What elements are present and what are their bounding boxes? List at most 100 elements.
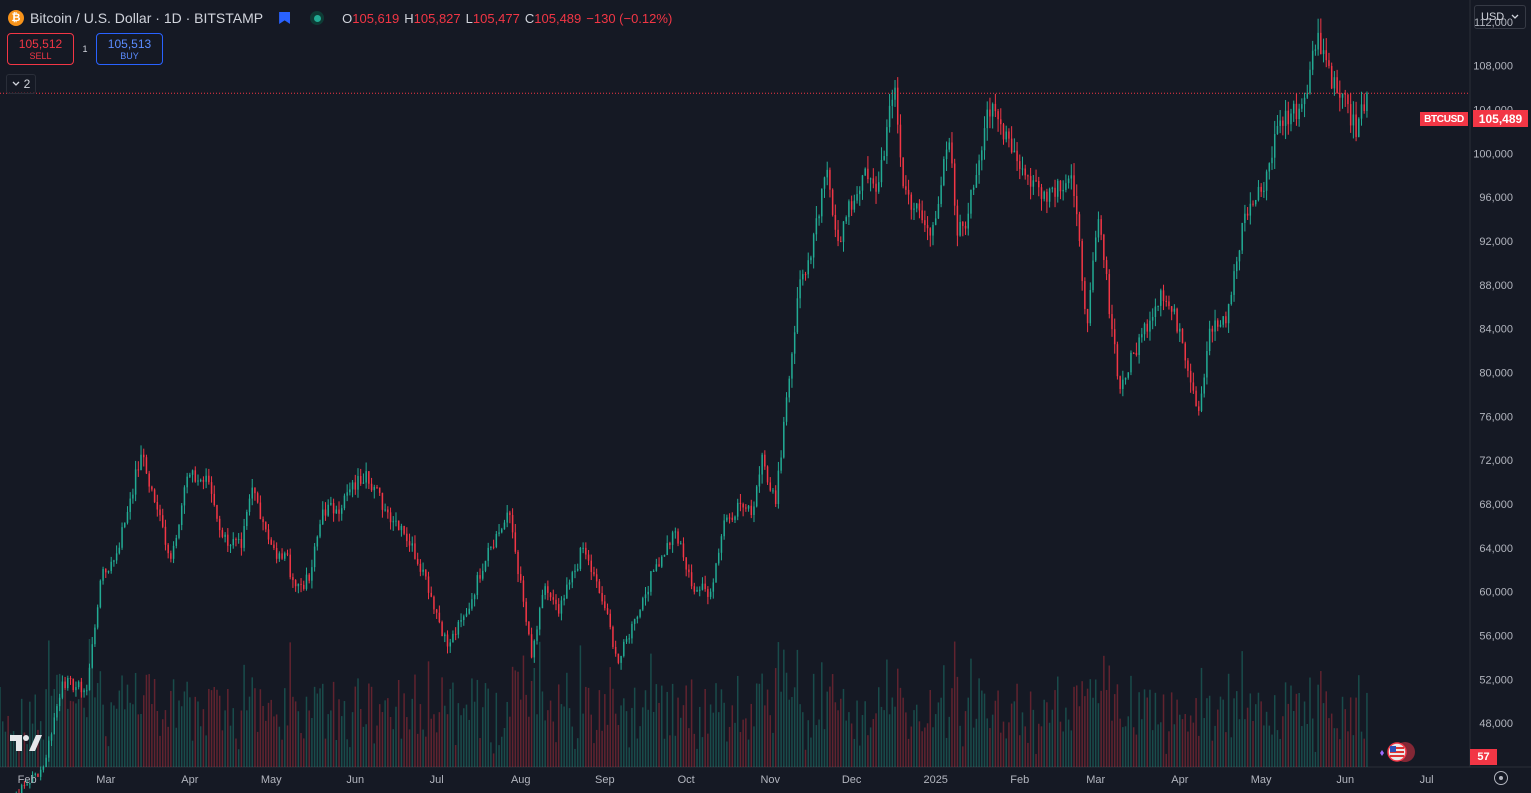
volume-bar bbox=[210, 690, 213, 767]
candle-body bbox=[1070, 175, 1073, 179]
candle-body bbox=[1287, 110, 1290, 125]
candle-body bbox=[522, 580, 525, 602]
volume-bar bbox=[1103, 655, 1105, 767]
candle-body bbox=[208, 475, 210, 483]
market-status-icon[interactable] bbox=[310, 11, 325, 25]
candle-body bbox=[544, 586, 546, 595]
candle-body bbox=[555, 599, 557, 605]
candle-body bbox=[853, 200, 856, 210]
candle-body bbox=[945, 149, 948, 160]
candle-body bbox=[61, 681, 64, 698]
candle-body bbox=[422, 569, 424, 572]
volume-bar bbox=[395, 706, 397, 767]
candle-body bbox=[457, 621, 460, 635]
volume-bar bbox=[1143, 689, 1146, 767]
tradingview-logo[interactable] bbox=[10, 735, 42, 753]
volume-bar bbox=[216, 689, 218, 767]
volume-bar bbox=[1089, 679, 1092, 767]
volume-bar bbox=[1355, 697, 1357, 767]
candle-body bbox=[254, 487, 256, 494]
volume-bar bbox=[680, 717, 682, 767]
volume-bar bbox=[1054, 690, 1056, 767]
volume-bar bbox=[1065, 707, 1067, 767]
volume-bar bbox=[571, 726, 574, 767]
volume-bar bbox=[50, 695, 53, 767]
candle-body bbox=[1089, 290, 1092, 324]
volume-bar bbox=[880, 706, 883, 767]
volume-bar bbox=[856, 700, 858, 767]
volume-bar bbox=[305, 696, 308, 767]
candle-body bbox=[731, 517, 734, 520]
candle-body bbox=[913, 208, 915, 210]
candle-body bbox=[1295, 103, 1298, 120]
candle-body bbox=[682, 543, 685, 558]
candle-body bbox=[658, 564, 660, 567]
volume-bar bbox=[1005, 738, 1007, 767]
candle-body bbox=[609, 613, 611, 628]
candle-body bbox=[349, 489, 351, 493]
volume-bar bbox=[1130, 675, 1132, 767]
volume-bar bbox=[349, 747, 351, 767]
volume-bar bbox=[134, 672, 137, 767]
volume-bar bbox=[1284, 682, 1287, 767]
candlestick-series bbox=[15, 18, 1368, 793]
symbol-title[interactable]: Bitcoin / U.S. Dollar · 1D · BITSTAMP bbox=[30, 10, 264, 26]
flag-icon[interactable] bbox=[279, 12, 291, 24]
sell-button[interactable]: 105,512 SELL bbox=[7, 33, 74, 65]
candle-body bbox=[1124, 377, 1127, 380]
candle-body bbox=[132, 494, 134, 499]
volume-bar bbox=[736, 675, 739, 767]
candle-body bbox=[151, 486, 153, 490]
volume-bar bbox=[1292, 710, 1295, 767]
volume-bar bbox=[248, 696, 251, 767]
volume-bar bbox=[45, 689, 47, 767]
volume-bar bbox=[815, 725, 818, 767]
volume-bar bbox=[107, 746, 110, 767]
volume-bar bbox=[761, 673, 763, 767]
volume-bar bbox=[1157, 724, 1159, 767]
candle-body bbox=[1349, 104, 1352, 126]
news-flag-icon[interactable] bbox=[1377, 741, 1417, 763]
indicators-toggle-button[interactable]: 2 bbox=[6, 74, 36, 94]
candle-body bbox=[1176, 308, 1178, 332]
volume-bar bbox=[1330, 713, 1333, 767]
volume-bar bbox=[69, 700, 72, 767]
candle-body bbox=[471, 599, 473, 609]
volume-bar bbox=[235, 738, 237, 767]
volume-bar bbox=[612, 688, 614, 767]
candle-body bbox=[45, 757, 47, 767]
candle-body bbox=[633, 619, 636, 624]
buy-button[interactable]: 105,513 BUY bbox=[96, 33, 163, 65]
candle-body bbox=[105, 568, 107, 573]
volume-bar bbox=[1040, 726, 1043, 767]
candle-body bbox=[587, 554, 590, 561]
volume-bar bbox=[18, 735, 20, 767]
candle-body bbox=[921, 210, 923, 221]
volume-bar bbox=[1008, 722, 1010, 767]
candle-body bbox=[1024, 168, 1026, 176]
candle-body bbox=[267, 529, 270, 540]
volume-bar bbox=[186, 681, 188, 767]
volume-bar bbox=[324, 738, 327, 767]
volume-bar bbox=[886, 659, 888, 767]
volume-bar bbox=[482, 707, 484, 767]
volume-bar bbox=[1219, 696, 1222, 767]
candle-body bbox=[509, 512, 511, 515]
candle-body bbox=[1254, 199, 1257, 205]
volume-bar bbox=[259, 689, 262, 767]
volume-bar bbox=[75, 703, 77, 767]
volume-bar bbox=[199, 726, 202, 767]
volume-bar bbox=[137, 714, 140, 767]
candle-body bbox=[815, 218, 818, 235]
volume-bar bbox=[321, 683, 324, 767]
volume-bar bbox=[1360, 731, 1363, 767]
volume-bar bbox=[962, 746, 964, 767]
settings-icon[interactable] bbox=[1494, 771, 1508, 785]
volume-bar bbox=[666, 691, 668, 767]
volume-bar bbox=[734, 722, 736, 767]
currency-select[interactable]: USD bbox=[1474, 5, 1526, 29]
volume-bar bbox=[978, 678, 980, 767]
candle-body bbox=[1246, 213, 1249, 216]
volume-bar bbox=[1339, 739, 1341, 767]
